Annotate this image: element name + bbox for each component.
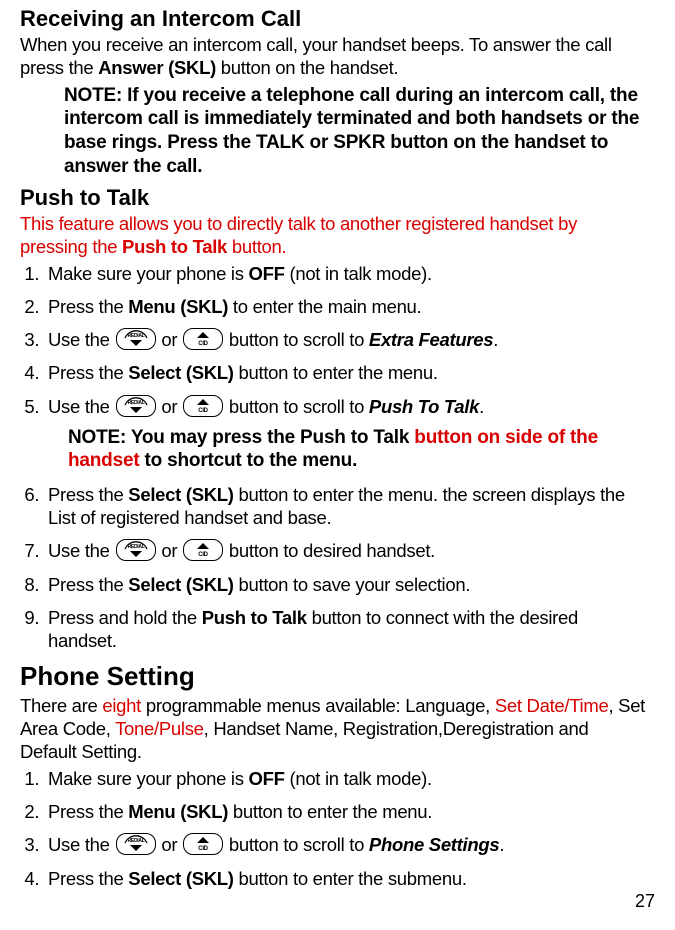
redial-down-icon: REDIAL <box>116 539 156 561</box>
step-6: Press the Select (SKL) button to enter t… <box>44 483 649 529</box>
phone-settings-label: Phone Settings <box>369 834 499 855</box>
text: button to enter the submenu. <box>234 868 467 889</box>
text: . <box>499 834 504 855</box>
redial-down-icon: REDIAL <box>116 328 156 350</box>
manual-page: Receiving an Intercom Call When you rece… <box>0 0 675 930</box>
text: Press the <box>48 574 128 595</box>
svg-text:CID: CID <box>198 408 208 414</box>
svg-text:REDIAL: REDIAL <box>127 400 144 406</box>
text: Press the <box>48 362 128 383</box>
text: Press the <box>48 801 128 822</box>
heading-phone-setting: Phone Setting <box>20 662 649 692</box>
select-skl-label: Select (SKL) <box>128 362 233 383</box>
note-intercom: NOTE: If you receive a telephone call du… <box>64 84 649 179</box>
step-8: Press the Select (SKL) button to save yo… <box>44 573 649 596</box>
svg-text:CID: CID <box>198 846 208 852</box>
text: or <box>157 540 183 561</box>
para-intercom: When you receive an intercom call, your … <box>20 33 649 79</box>
text: button on the handset. <box>216 57 398 78</box>
text: Press and hold the <box>48 607 202 628</box>
text: programmable menus available: Language, <box>141 695 495 716</box>
redial-down-icon: REDIAL <box>116 395 156 417</box>
red-tone-pulse: Tone/Pulse <box>115 718 204 739</box>
ptt-label: Push to Talk <box>122 236 227 257</box>
step-3: Use the REDIAL or CID button to scroll t… <box>44 328 649 351</box>
text: button. <box>227 236 286 257</box>
select-skl-label: Select (SKL) <box>128 574 233 595</box>
text: button to enter the menu. <box>228 801 432 822</box>
text: button to desired handset. <box>224 540 435 561</box>
page-number: 27 <box>635 891 655 912</box>
step-4: Press the Select (SKL) button to enter t… <box>44 867 649 890</box>
step-2: Press the Menu (SKL) button to enter the… <box>44 800 649 823</box>
text: to enter the main menu. <box>228 296 421 317</box>
menu-skl-label: Menu (SKL) <box>128 801 228 822</box>
note-ptt-shortcut: NOTE: You may press the Push to Talk but… <box>68 426 649 474</box>
svg-text:REDIAL: REDIAL <box>127 544 144 550</box>
svg-text:REDIAL: REDIAL <box>127 838 144 844</box>
off-label: OFF <box>249 263 285 284</box>
redial-down-icon: REDIAL <box>116 833 156 855</box>
text: or <box>157 329 183 350</box>
text: button to scroll to <box>224 329 369 350</box>
text: Press the <box>48 484 128 505</box>
text: There are <box>20 695 102 716</box>
text: Use the <box>48 834 115 855</box>
svg-text:CID: CID <box>198 552 208 558</box>
cid-up-icon: CID <box>183 328 223 350</box>
text: Use the <box>48 540 115 561</box>
intro-phone-setting: There are eight programmable menus avail… <box>20 694 649 763</box>
text: Press the <box>48 868 128 889</box>
text: (not in talk mode). <box>285 768 432 789</box>
steps-push-to-talk: Make sure your phone is OFF (not in talk… <box>20 262 649 652</box>
step-5: Use the REDIAL or CID button to scroll t… <box>44 395 649 474</box>
intro-push-to-talk: This feature allows you to directly talk… <box>20 212 649 258</box>
text: . <box>479 396 484 417</box>
extra-features-label: Extra Features <box>369 329 493 350</box>
push-to-talk-label: Push To Talk <box>369 396 479 417</box>
step-2: Press the Menu (SKL) to enter the main m… <box>44 295 649 318</box>
step-4: Press the Select (SKL) button to enter t… <box>44 361 649 384</box>
step-1: Make sure your phone is OFF (not in talk… <box>44 767 649 790</box>
step-3: Use the REDIAL or CID button to scroll t… <box>44 833 649 856</box>
text: button to save your selection. <box>234 574 471 595</box>
off-label: OFF <box>249 768 285 789</box>
step-9: Press and hold the Push to Talk button t… <box>44 606 649 652</box>
cid-up-icon: CID <box>183 833 223 855</box>
steps-phone-setting: Make sure your phone is OFF (not in talk… <box>20 767 649 890</box>
answer-skl-label: Answer (SKL) <box>98 57 216 78</box>
text: button to scroll to <box>224 834 369 855</box>
svg-text:CID: CID <box>198 341 208 347</box>
select-skl-label: Select (SKL) <box>128 868 233 889</box>
cid-up-icon: CID <box>183 539 223 561</box>
heading-receiving-intercom: Receiving an Intercom Call <box>20 6 649 31</box>
text: . <box>493 329 498 350</box>
text: button to scroll to <box>224 396 369 417</box>
text: button to enter the menu. <box>234 362 438 383</box>
cid-up-icon: CID <box>183 395 223 417</box>
red-set-date-time: Set Date/Time <box>495 695 609 716</box>
select-skl-label: Select (SKL) <box>128 484 233 505</box>
ptt-label: Push to Talk <box>202 607 307 628</box>
text: (not in talk mode). <box>285 263 432 284</box>
text: to shortcut to the menu. <box>139 450 357 471</box>
svg-text:REDIAL: REDIAL <box>127 333 144 339</box>
text: Use the <box>48 396 115 417</box>
menu-skl-label: Menu (SKL) <box>128 296 228 317</box>
text: Make sure your phone is <box>48 768 249 789</box>
text: or <box>157 834 183 855</box>
text: Make sure your phone is <box>48 263 249 284</box>
text: NOTE: You may press the Push to Talk <box>68 427 414 448</box>
step-1: Make sure your phone is OFF (not in talk… <box>44 262 649 285</box>
text: Use the <box>48 329 115 350</box>
text: This feature allows you to directly talk… <box>20 213 577 257</box>
step-7: Use the REDIAL or CID button to desired … <box>44 539 649 562</box>
heading-push-to-talk: Push to Talk <box>20 185 649 210</box>
text: Press the <box>48 296 128 317</box>
text: or <box>157 396 183 417</box>
red-eight: eight <box>102 695 141 716</box>
